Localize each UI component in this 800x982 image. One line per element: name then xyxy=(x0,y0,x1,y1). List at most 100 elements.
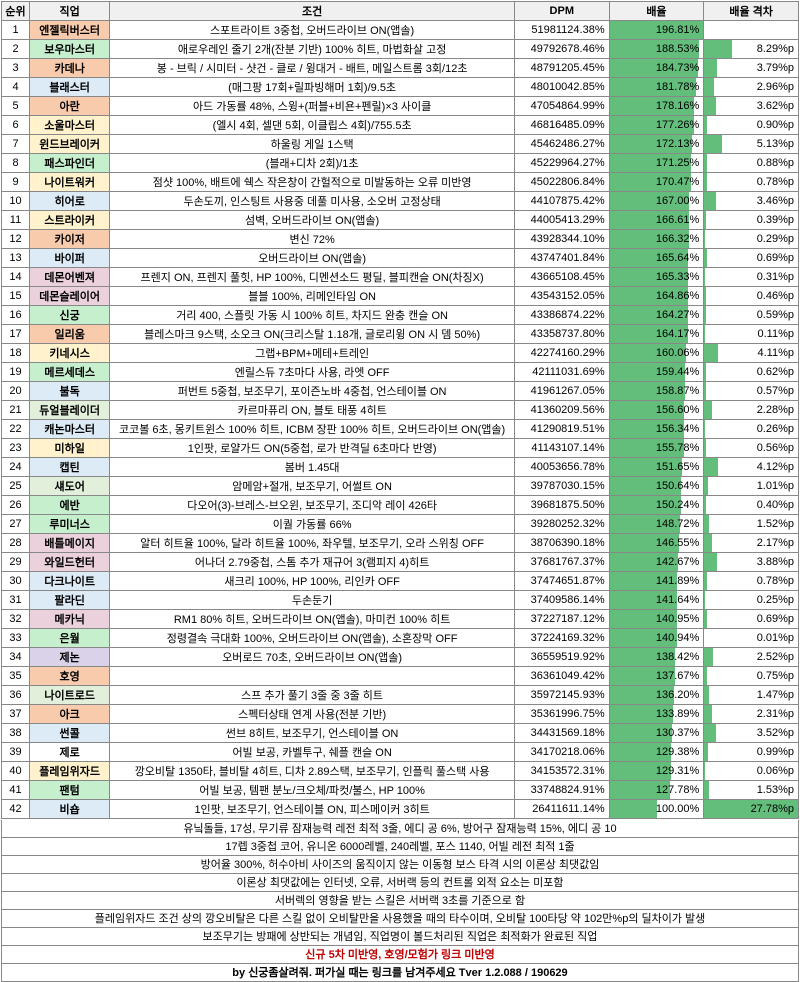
job-cell: 섀도어 xyxy=(30,477,110,496)
job-cell: 미하일 xyxy=(30,439,110,458)
rank-value: 32 xyxy=(9,613,21,625)
rank-cell: 25 xyxy=(2,477,30,496)
pct-cell: 100.00% xyxy=(609,800,704,819)
job-cell: 스트라이커 xyxy=(30,211,110,230)
job-name: 불독 xyxy=(60,386,80,398)
gap-value: 1.01%p xyxy=(704,480,798,492)
rank-value: 4 xyxy=(12,81,18,93)
cond-cell: 블블 100%, 리메인타임 ON xyxy=(110,287,515,306)
dpm-value: 34431569.18% xyxy=(531,727,605,739)
dpm-cell: 34170218.06% xyxy=(514,743,609,762)
rank-cell: 27 xyxy=(2,515,30,534)
rank-cell: 21 xyxy=(2,401,30,420)
rank-cell: 38 xyxy=(2,724,30,743)
rank-value: 34 xyxy=(9,651,21,663)
pct-value: 159.44% xyxy=(610,366,704,378)
gap-cell: 0.56%p xyxy=(704,439,799,458)
dpm-value: 51981124.38% xyxy=(531,24,604,36)
table-row: 22캐논마스터코코볼 6초, 몽키트윈스 100% 히트, ICBM 장판 10… xyxy=(2,420,799,439)
pct-cell: 181.78% xyxy=(609,78,704,97)
gap-cell: 0.62%p xyxy=(704,363,799,382)
rank-value: 42 xyxy=(9,803,21,815)
job-name: 섀도어 xyxy=(54,481,84,493)
gap-cell: 2.28%p xyxy=(704,401,799,420)
dpm-value: 37227187.12% xyxy=(531,613,605,625)
pct-cell: 129.31% xyxy=(609,762,704,781)
table-row: 26에반다오어(3)-브레스-브오윈, 보조무기, 조디악 레이 426타396… xyxy=(2,496,799,515)
gap-value: 0.31%p xyxy=(704,271,798,283)
dpm-value: 42111031.69% xyxy=(532,366,604,378)
rank-cell: 24 xyxy=(2,458,30,477)
note-line: 방어율 300%, 허수아비 사이즈의 움직이지 않는 이동형 보스 타격 시의… xyxy=(1,856,799,874)
pct-cell: 170.47% xyxy=(609,173,704,192)
table-row: 23미하일1인팟, 로얄가드 ON(5중첩, 로가 반격딜 6초마다 반영)41… xyxy=(2,439,799,458)
job-name: 데몬슬레이어 xyxy=(39,291,100,303)
pct-cell: 137.67% xyxy=(609,667,704,686)
cond-text: 블레스마크 9스택, 소오크 ON(크리스탈 1.18개, 글로리윙 ON 시 … xyxy=(144,329,480,341)
cond-text: 스펙터상태 연계 사용(전분 기반) xyxy=(238,709,386,721)
dpm-value: 41290819.51% xyxy=(531,423,605,435)
dpm-value: 26411611.14% xyxy=(532,803,604,815)
gap-value: 0.88%p xyxy=(704,157,798,169)
table-row: 12카이저변신 72%43928344.10%166.32%0.29%p xyxy=(2,230,799,249)
cond-text: 스포트라이트 3중첩, 오버드라이브 ON(앱솔) xyxy=(210,25,414,37)
cond-cell: (블래+디차 2회)/1초 xyxy=(110,154,515,173)
rank-value: 9 xyxy=(12,176,18,188)
pct-value: 196.81% xyxy=(610,24,704,36)
table-row: 6소울마스터(엘시 4회, 셀댄 5회, 이클립스 4회)/755.5초4681… xyxy=(2,116,799,135)
dpm-value: 39787030.15% xyxy=(531,480,605,492)
job-cell: 데몬슬레이어 xyxy=(30,287,110,306)
dpm-value: 45462486.27% xyxy=(531,138,605,150)
dpm-value: 45229964.27% xyxy=(531,157,605,169)
table-row: 28배틀메이지알터 히트율 100%, 달라 히트율 100%, 좌우텔, 보조… xyxy=(2,534,799,553)
rank-value: 1 xyxy=(12,24,18,36)
job-name: 팔라딘 xyxy=(54,595,84,607)
cond-text: 퍼번트 5중첩, 보조무기, 포이즌노바 4중첩, 언스테이블 ON xyxy=(178,386,447,398)
dpm-cell: 45022806.84% xyxy=(514,173,609,192)
gap-value: 3.79%p xyxy=(704,62,798,74)
dpm-value: 37681767.37% xyxy=(531,556,605,568)
gap-value: 0.29%p xyxy=(704,233,798,245)
cond-text: 카르마퓨리 ON, 블토 태풍 4히트 xyxy=(238,405,387,417)
pct-value: 127.78% xyxy=(610,784,704,796)
cond-text: 어빌 보공, 템팬 분노/크오체/파컷/불스, HP 100% xyxy=(199,785,425,797)
rank-value: 35 xyxy=(9,670,21,682)
job-name: 키네시스 xyxy=(49,348,89,360)
dpm-cell: 43665108.45% xyxy=(514,268,609,287)
dpm-cell: 38706390.18% xyxy=(514,534,609,553)
cond-cell: 두손둔기 xyxy=(110,591,515,610)
pct-value: 148.72% xyxy=(610,518,704,530)
cond-text: 깡오비탈 1350타, 블비탈 4히트, 디차 2.89스택, 보조무기, 인플… xyxy=(135,766,490,778)
table-row: 17일리움블레스마크 9스택, 소오크 ON(크리스탈 1.18개, 글로리윙 … xyxy=(2,325,799,344)
pct-value: 166.61% xyxy=(610,214,704,226)
rank-cell: 9 xyxy=(2,173,30,192)
rank-cell: 18 xyxy=(2,344,30,363)
gap-cell: 0.01%p xyxy=(704,629,799,648)
pct-value: 129.31% xyxy=(610,765,704,777)
pct-value: 137.67% xyxy=(610,670,704,682)
rank-cell: 22 xyxy=(2,420,30,439)
dpm-cell: 34153572.31% xyxy=(514,762,609,781)
cond-text: 섬벽, 오버드라이브 ON(앱솔) xyxy=(245,215,379,227)
gap-value: 0.78%p xyxy=(704,575,798,587)
job-name: 와일드헌터 xyxy=(44,557,95,569)
pct-value: 140.95% xyxy=(610,613,704,625)
gap-cell: 0.11%p xyxy=(704,325,799,344)
table-row: 3카데나봉 - 브릭 / 시미터 - 샷건 - 클로 / 윙대거 - 배트, 메… xyxy=(2,59,799,78)
job-cell: 보우마스터 xyxy=(30,40,110,59)
gap-value: 27.78%p xyxy=(704,803,798,815)
dpm-value: 42274160.29% xyxy=(531,347,605,359)
cond-text: 변신 72% xyxy=(289,234,334,246)
dpm-value: 39280252.32% xyxy=(531,518,605,530)
table-row: 10히어로두손도끼, 인스팅트 사용중 데풀 미사용, 소오버 고정상태4410… xyxy=(2,192,799,211)
dpm-value: 39681875.50% xyxy=(531,499,605,511)
rank-value: 23 xyxy=(9,442,21,454)
rank-cell: 39 xyxy=(2,743,30,762)
rank-value: 2 xyxy=(12,43,18,55)
rank-value: 22 xyxy=(9,423,21,435)
pct-value: 188.53% xyxy=(610,43,704,55)
gap-value: 1.47%p xyxy=(704,689,798,701)
rank-cell: 34 xyxy=(2,648,30,667)
job-cell: 패스파인더 xyxy=(30,154,110,173)
dpm-value: 41961267.05% xyxy=(531,385,605,397)
